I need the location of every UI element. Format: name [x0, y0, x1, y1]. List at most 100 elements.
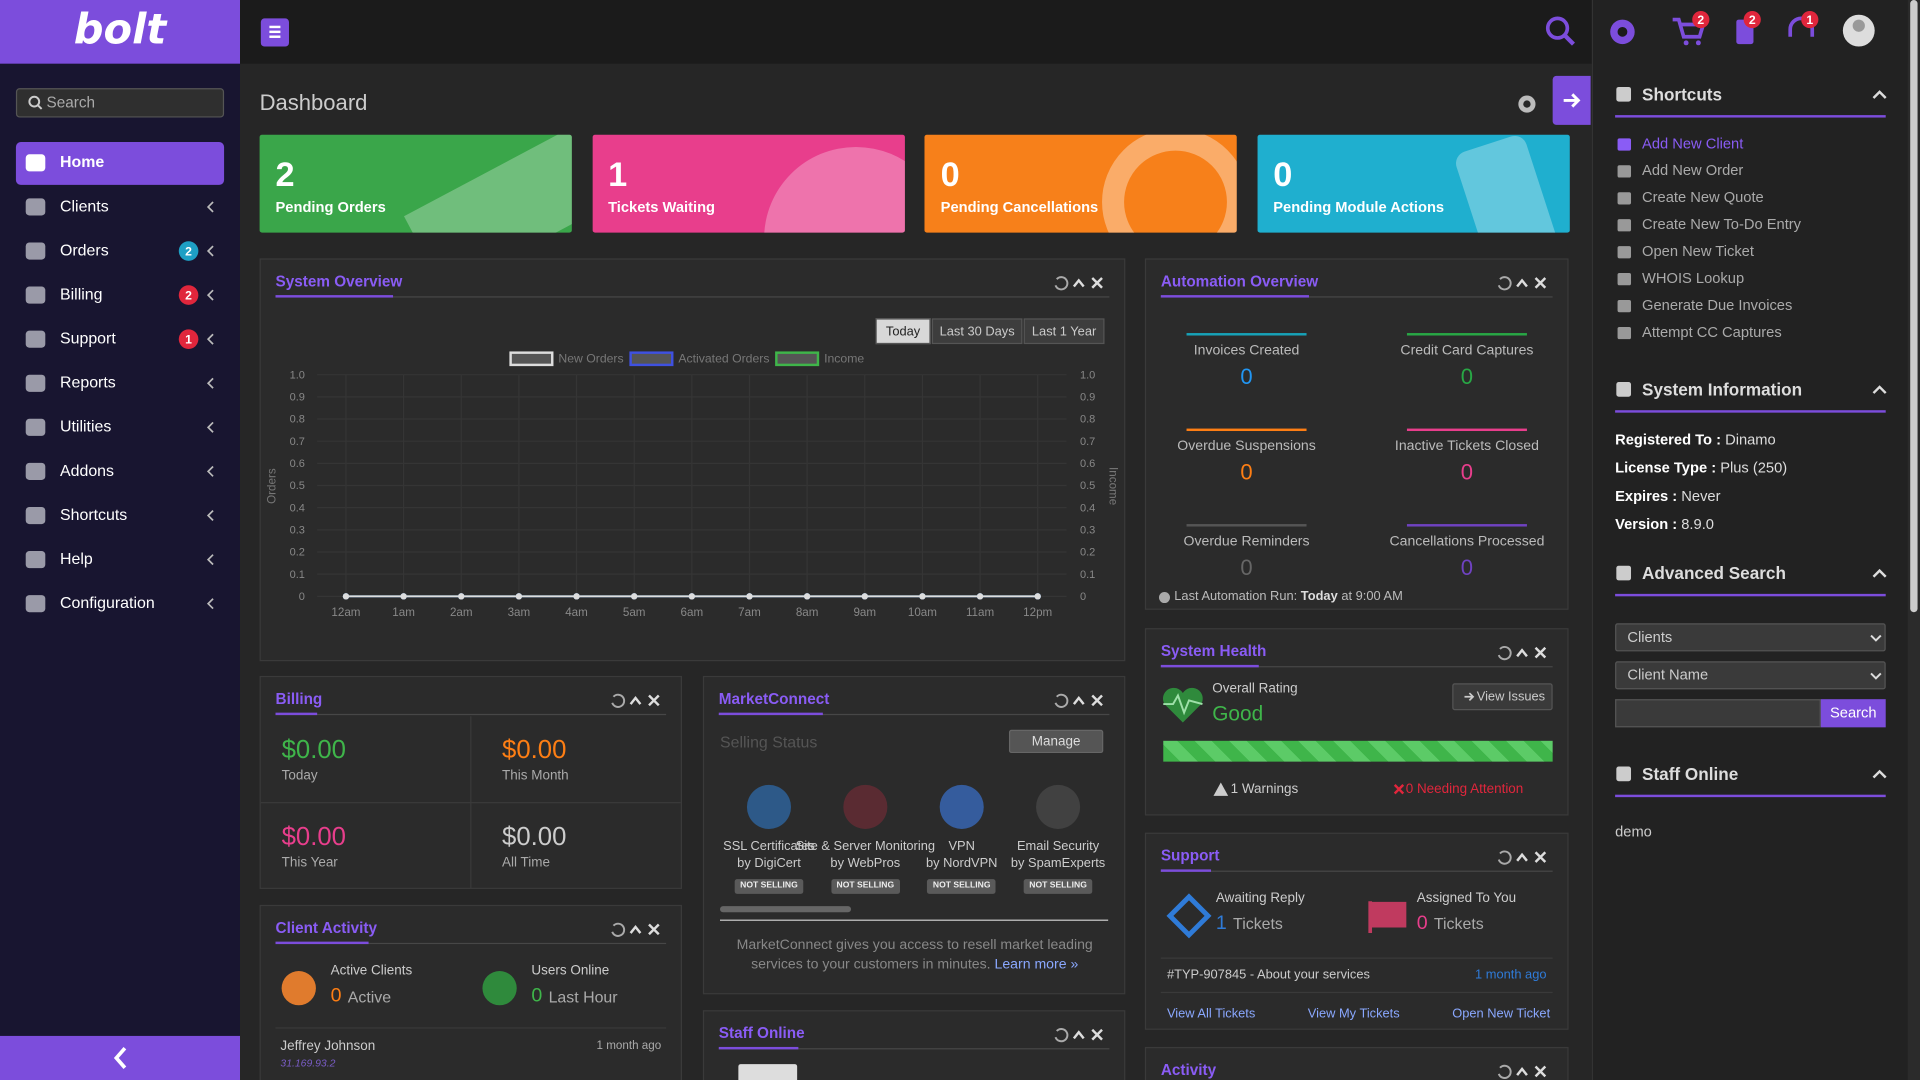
- info-row: Registered To : Dinamo: [1615, 431, 1884, 451]
- stat-card[interactable]: [924, 134, 1237, 233]
- stat-rule: [1406, 333, 1527, 336]
- shortcut-link[interactable]: Create New Quote: [1642, 188, 1764, 206]
- section-underline: [1615, 794, 1886, 798]
- stat-rule: [1186, 524, 1307, 527]
- nav-item[interactable]: Utilities: [60, 416, 112, 436]
- service-name: VPN: [948, 838, 975, 854]
- title-rule: [718, 713, 1110, 716]
- stat-unit: Active: [347, 987, 392, 1006]
- client-name[interactable]: Jeffrey Johnson: [280, 1039, 376, 1054]
- automation-value: 0: [1460, 364, 1474, 389]
- manage-label[interactable]: Manage: [1031, 733, 1081, 749]
- stat-card[interactable]: [592, 134, 905, 233]
- ticket-subject[interactable]: #TYP-907845 - About your services: [1166, 967, 1370, 983]
- section-underline: [1615, 115, 1886, 118]
- shortcut-link[interactable]: Add New Client: [1642, 134, 1744, 152]
- staff-user: demo: [1615, 822, 1652, 841]
- title-rule: [1160, 666, 1553, 668]
- panel-title: Client Activity: [275, 919, 378, 937]
- search-select[interactable]: [1615, 661, 1886, 690]
- panel-title: Billing: [275, 690, 323, 708]
- settings-icon-hole: [1523, 100, 1531, 108]
- range-label[interactable]: Last 30 Days: [939, 323, 1015, 339]
- nav-item[interactable]: Home: [60, 152, 105, 171]
- support-link[interactable]: View My Tickets: [1307, 1006, 1400, 1022]
- learn-more-link[interactable]: Learn more »: [994, 957, 1079, 973]
- stat-unit: Tickets: [1233, 914, 1283, 933]
- search-input[interactable]: [1615, 699, 1821, 728]
- nav-item[interactable]: Clients: [60, 196, 109, 215]
- last-run: Last Automation Run: Today at 9:00 AM: [1174, 589, 1443, 606]
- range-label[interactable]: Today: [885, 323, 921, 339]
- status-badge: [1023, 879, 1093, 894]
- title-underline: [718, 1046, 799, 1050]
- range-label[interactable]: Last 1 Year: [1031, 323, 1097, 339]
- section-title[interactable]: Advanced Search: [1642, 563, 1786, 583]
- shortcut-link[interactable]: Attempt CC Captures: [1642, 323, 1782, 341]
- nav-item[interactable]: Orders: [60, 240, 109, 260]
- automation-panel: [1144, 258, 1569, 610]
- nav-item[interactable]: Reports: [60, 372, 116, 392]
- stat-card[interactable]: [259, 134, 572, 233]
- section-title[interactable]: System Information: [1642, 379, 1803, 400]
- scroll-thumb: [720, 906, 852, 913]
- range-button[interactable]: [1023, 318, 1105, 345]
- sidebar-search[interactable]: [15, 88, 225, 118]
- support-link[interactable]: View All Tickets: [1166, 1006, 1256, 1022]
- shortcut-link[interactable]: Open New Ticket: [1642, 242, 1754, 260]
- menu-toggle[interactable]: [260, 18, 289, 47]
- automation-label: Credit Card Captures: [1400, 343, 1534, 359]
- shortcut-link[interactable]: Add New Order: [1642, 161, 1744, 179]
- automation-label: Overdue Suspensions: [1177, 438, 1316, 454]
- nav-item[interactable]: Help: [60, 549, 93, 568]
- panel-title: Activity: [1160, 1061, 1217, 1079]
- billing-divider-h: [260, 802, 681, 804]
- needing-attention: 0 Needing Attention: [1405, 782, 1524, 797]
- page-arrow-button[interactable]: [1552, 75, 1591, 125]
- select-value: Client Name: [1627, 665, 1709, 683]
- nav-item[interactable]: Configuration: [60, 593, 155, 612]
- stat-rule: [1406, 428, 1527, 432]
- stat-rule: [1186, 428, 1307, 432]
- shortcut-link[interactable]: Create New To-Do Entry: [1642, 215, 1802, 233]
- mc-separator: [720, 919, 1109, 921]
- settings-icon: [1518, 95, 1536, 113]
- billing-amount: $0.00: [502, 822, 567, 851]
- status-label: NOT SELLING: [1029, 881, 1087, 891]
- panel-title: Staff Online: [718, 1024, 805, 1042]
- support-link[interactable]: Open New Ticket: [1452, 1006, 1551, 1022]
- brand-logo[interactable]: bolt: [73, 5, 167, 55]
- view-issues-label[interactable]: View Issues: [1476, 689, 1546, 705]
- shortcut-link[interactable]: Generate Due Invoices: [1642, 296, 1793, 314]
- info-row: License Type : Plus (250): [1615, 459, 1884, 479]
- manage-button[interactable]: [1008, 729, 1104, 754]
- nav-item[interactable]: Billing: [60, 284, 103, 304]
- stat-label: Awaiting Reply: [1215, 891, 1305, 906]
- section-title[interactable]: Staff Online: [1642, 764, 1739, 784]
- info-value: 8.9.0: [1681, 515, 1714, 533]
- nav-item[interactable]: Addons: [60, 461, 114, 480]
- range-button[interactable]: [931, 318, 1023, 345]
- search-placeholder: Search: [46, 94, 96, 112]
- service-vendor: by SpamExperts: [1010, 855, 1106, 871]
- shortcut-link[interactable]: WHOIS Lookup: [1642, 269, 1745, 287]
- automation-label: Cancellations Processed: [1389, 534, 1545, 550]
- selling-status-title: Selling Status: [720, 732, 818, 752]
- title-underline: [275, 295, 394, 298]
- search-button-label[interactable]: Search: [1829, 703, 1877, 721]
- section-title[interactable]: Shortcuts: [1642, 84, 1723, 105]
- range-button[interactable]: [875, 318, 931, 345]
- last-run-day: Today: [1300, 588, 1338, 604]
- nav-item[interactable]: Shortcuts: [60, 505, 128, 524]
- nav-item[interactable]: Support: [60, 328, 116, 348]
- search-button[interactable]: [1820, 699, 1886, 728]
- row-separator: [1160, 957, 1553, 959]
- stat-value: 1: [608, 155, 628, 194]
- card-decoration: [763, 146, 905, 233]
- row-separator: [275, 1027, 667, 1029]
- search-select[interactable]: [1615, 623, 1886, 652]
- stat-value: 0: [1273, 155, 1293, 194]
- sidebar-collapse[interactable]: [0, 1035, 240, 1080]
- stat-card[interactable]: [1257, 134, 1570, 233]
